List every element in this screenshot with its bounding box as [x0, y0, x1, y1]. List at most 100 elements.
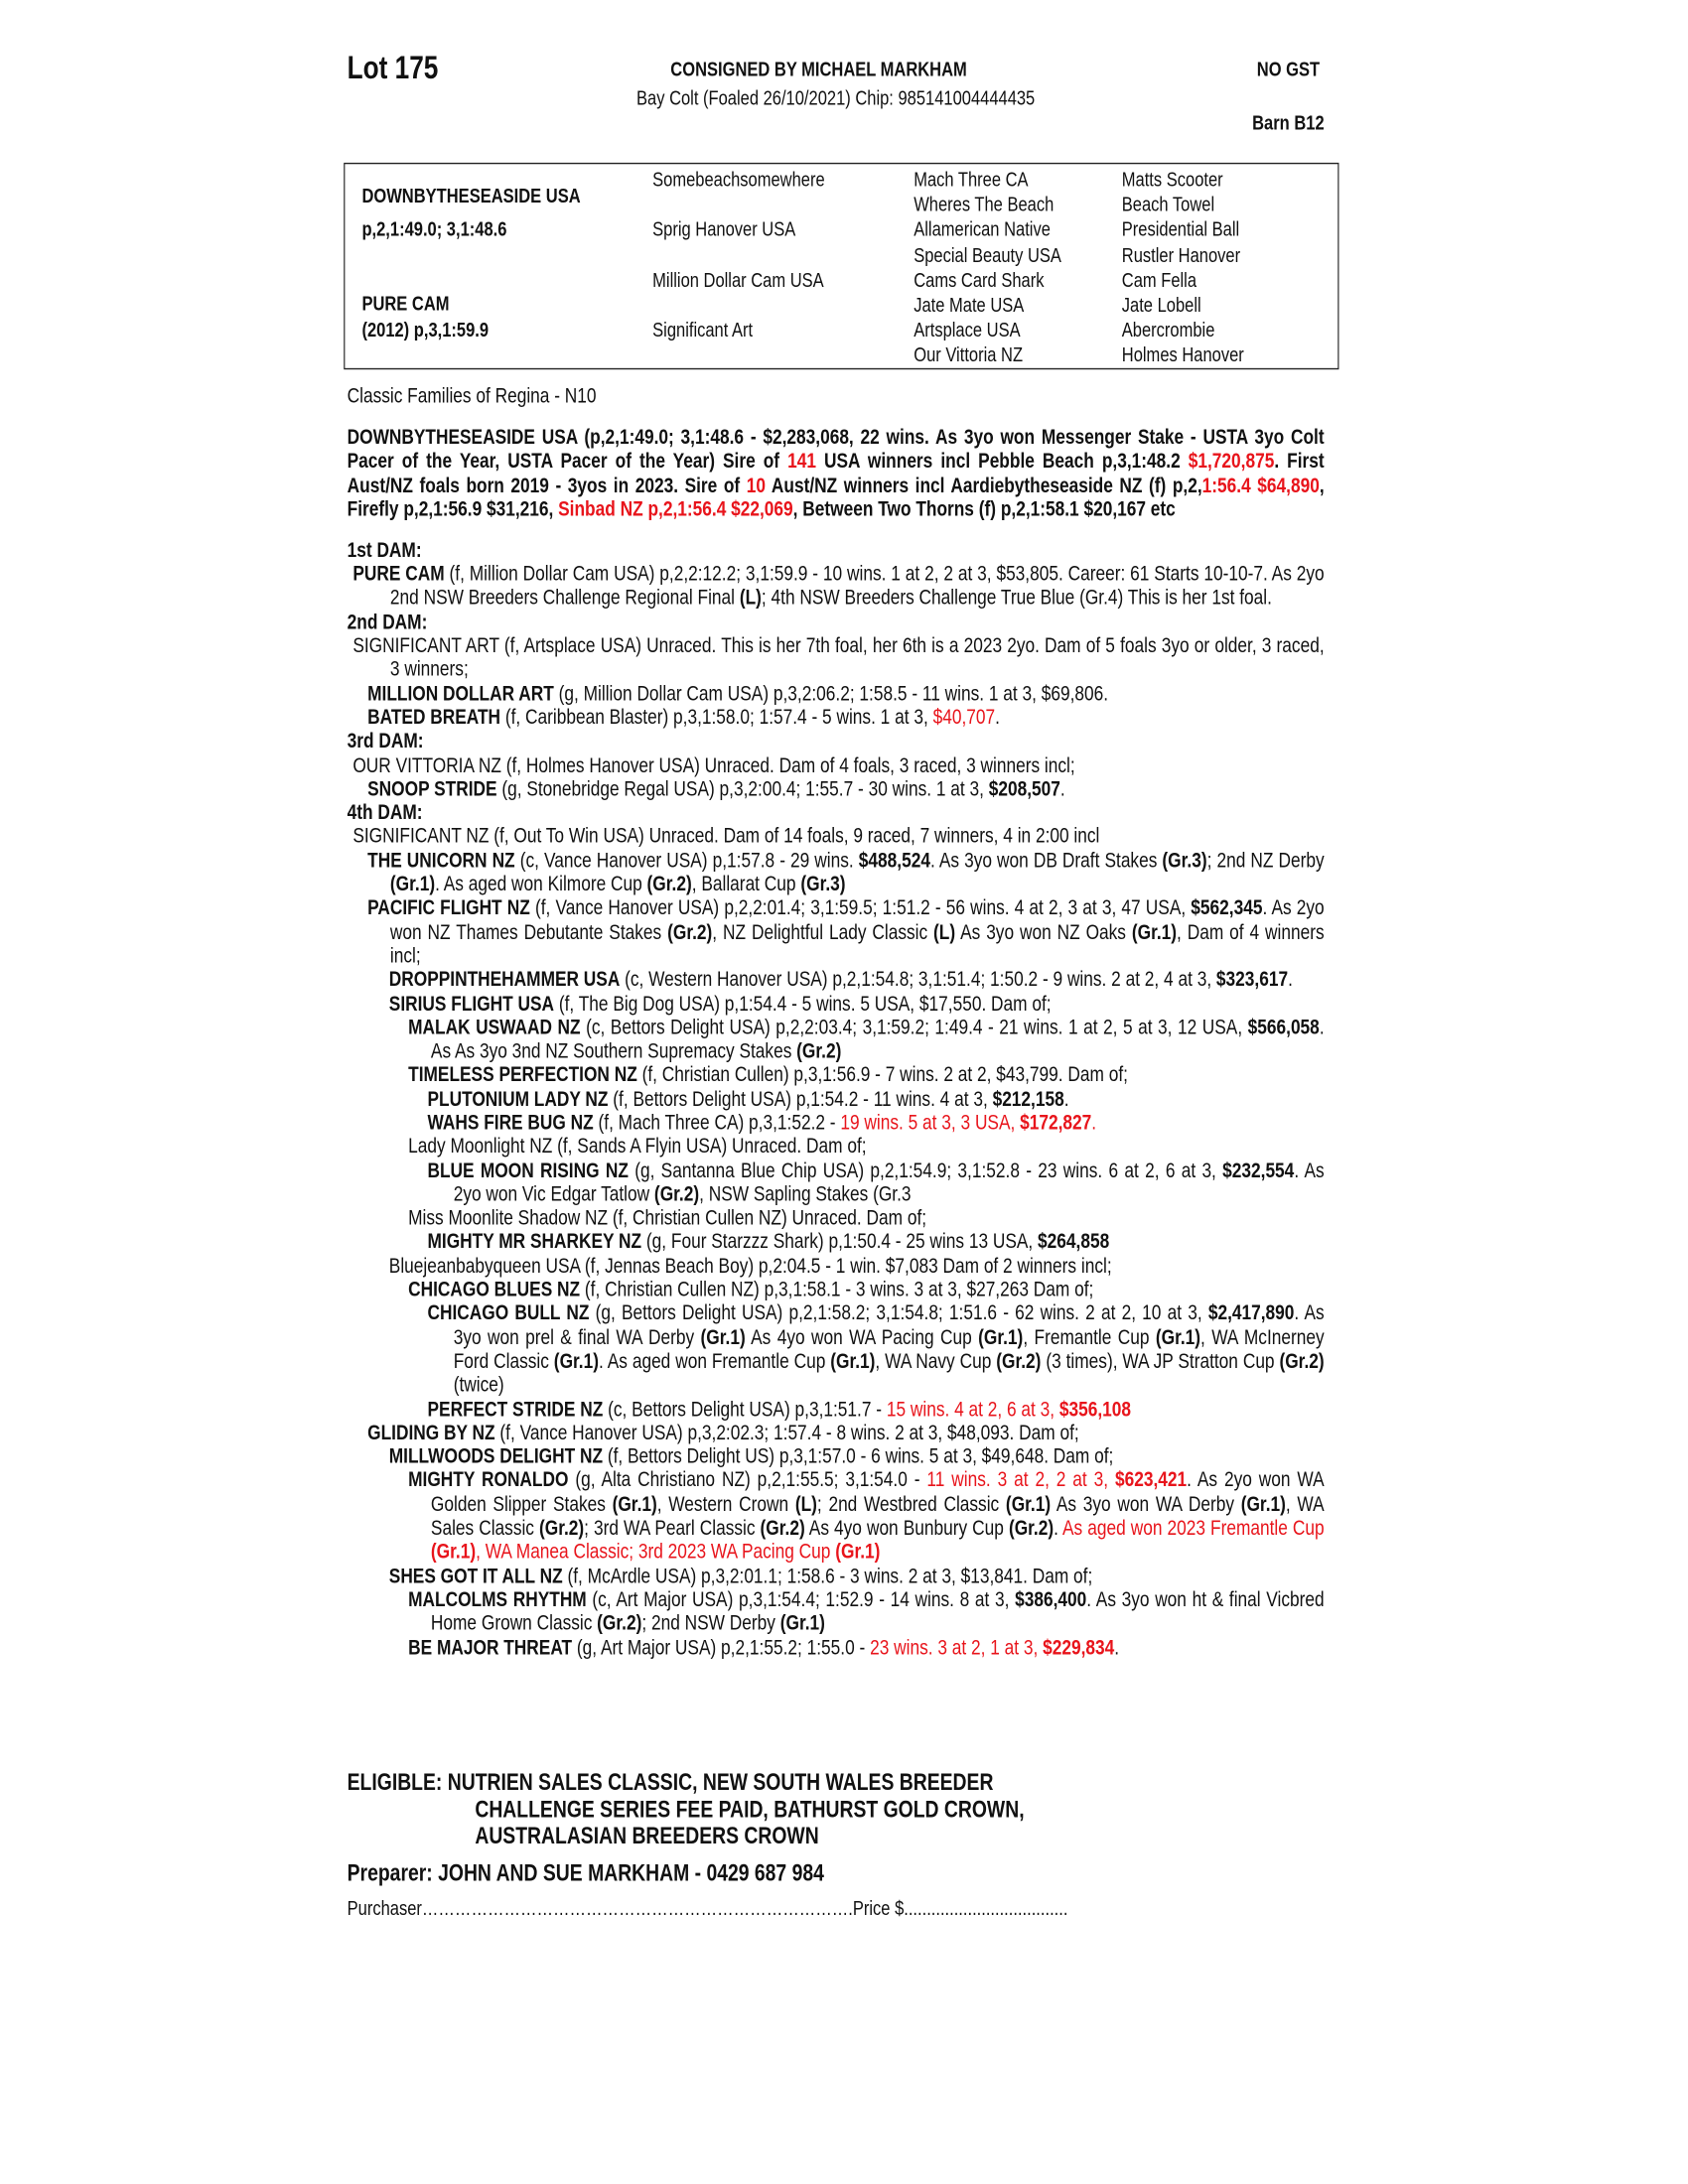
text-run: . As 3yo won prel & final WA Derby: [453, 1301, 1325, 1350]
pedigree-great-grandparent: Mach Three CA: [914, 169, 1029, 193]
highlight-text: 11 wins. 3 at 2, 2 at 3,: [926, 1468, 1115, 1493]
pedigree-entry: PACIFIC FLIGHT NZ (f, Vance Hanover USA)…: [348, 896, 1325, 968]
text-run: As 4yo won Bunbury Cup: [804, 1516, 1009, 1541]
text-run: Miss Moonlite Shadow NZ (f, Christian Cu…: [408, 1206, 927, 1231]
highlight-text: $40,707: [932, 706, 996, 730]
pedigree-entry: MILLION DOLLAR ART (g, Million Dollar Ca…: [348, 682, 1325, 706]
eligibility-line: AUSTRALASIAN BREEDERS CROWN: [475, 1823, 819, 1849]
text-run: , Between Two Thorns (f) p,2,1:58.1 $20,…: [792, 497, 1176, 521]
highlight-text: $172,827: [1020, 1111, 1092, 1136]
text-run: 1st DAM:: [347, 538, 422, 563]
text-run: (c, Bettors Delight USA) p,3,1:51.7 -: [603, 1397, 887, 1422]
highlight-text: 15 wins. 4 at 2, 6 at 3,: [886, 1397, 1059, 1422]
pedigree-entry: Lady Moonlight NZ (f, Sands A Flyin USA)…: [348, 1135, 1325, 1159]
text-run: (Gr.2): [796, 1039, 842, 1063]
text-run: SHES GOT IT ALL NZ: [388, 1564, 563, 1588]
text-run: PERFECT STRIDE NZ: [427, 1397, 604, 1422]
text-run: (c, Western Hanover USA) p,2,1:54.8; 3,1…: [620, 968, 1216, 992]
eligibility: ELIGIBLE: NUTRIEN SALES CLASSIC, NEW SOU…: [348, 1769, 1325, 1849]
pedigree-table: DOWNBYTHESEASIDE USA p,2,1:49.0; 3,1:48.…: [344, 162, 1339, 370]
text-run: , WA Navy Cup: [875, 1349, 997, 1374]
text-run: (f, Bettors Delight US) p,3,1:57.0 - 6 w…: [603, 1444, 1114, 1469]
text-run: MIGHTY MR SHARKEY NZ: [427, 1230, 642, 1255]
pedigree-great-great-grandparent: Cam Fella: [1121, 269, 1197, 293]
text-run: (g, Alta Christiano NZ) p,2,1:55.5; 3,1:…: [568, 1468, 927, 1493]
highlight-text: 19 wins. 5 at 3, 3 USA,: [840, 1111, 1021, 1136]
highlight-text: 10: [746, 474, 766, 497]
text-run: PACIFIC FLIGHT NZ: [367, 896, 530, 920]
text-run: MILLION DOLLAR ART: [367, 682, 554, 706]
text-run: (Gr.2): [996, 1349, 1042, 1374]
pedigree-sire: DOWNBYTHESEASIDE USA: [361, 186, 581, 208]
text-run: , Western Crown: [656, 1492, 795, 1517]
catalogue-body: Classic Families of Regina - N10 DOWNBYT…: [348, 385, 1325, 1660]
text-run: (Gr.2): [1008, 1516, 1055, 1541]
text-run: (Gr.1): [389, 873, 436, 896]
text-run: (f, Million Dollar Cam USA) p,2,2:12.2; …: [389, 562, 1325, 611]
pedigree-entry: CHICAGO BULL NZ (g, Bettors Delight USA)…: [348, 1302, 1325, 1398]
text-run: , WA McInerney Ford Classic: [453, 1325, 1325, 1374]
text-run: Aust/NZ winners incl Aardiebytheseaside …: [765, 474, 1202, 497]
highlight-text: 141: [787, 450, 816, 474]
family-line: Classic Families of Regina - N10: [347, 384, 597, 409]
pedigree-entry: PURE CAM (f, Million Dollar Cam USA) p,2…: [348, 563, 1325, 611]
pedigree-entry: OUR VITTORIA NZ (f, Holmes Hanover USA) …: [348, 753, 1325, 777]
pedigree-great-grandparent: Allamerican Native: [914, 219, 1051, 242]
text-run: , Dam of 4 winners incl;: [389, 920, 1325, 968]
gst-status: NO GST: [1256, 59, 1321, 81]
pedigree-grandparent: Million Dollar Cam USA: [652, 269, 824, 293]
text-run: (f, Mach Three CA) p,3,1:52.2 -: [593, 1111, 841, 1136]
text-run: Bluejeanbabyqueen USA (f, Jennas Beach B…: [388, 1254, 1112, 1279]
text-run: PURE CAM: [352, 562, 445, 587]
text-run: (c, Vance Hanover USA) p,1:57.8 - 29 win…: [514, 849, 859, 873]
highlight-text: (Gr.1): [430, 1540, 477, 1565]
text-run: $562,345: [1191, 896, 1263, 920]
pedigree-great-grandparent: Special Beauty USA: [914, 244, 1061, 267]
pedigree-great-grandparent: Cams Card Shark: [914, 269, 1045, 293]
horse-description: Bay Colt (Foaled 26/10/2021) Chip: 98514…: [636, 87, 1036, 111]
text-run: , NSW Sapling Stakes (Gr.3: [699, 1182, 912, 1207]
dam-lines: 1st DAM: PURE CAM (f, Million Dollar Cam …: [348, 539, 1325, 1660]
text-run: (Gr.2): [760, 1516, 805, 1541]
purchaser-price-line: Purchaser…………………………………………………………………….Pric…: [347, 1898, 1068, 1921]
text-run: ; 2nd NZ Derby: [1206, 849, 1325, 873]
text-run: PLUTONIUM LADY NZ: [427, 1087, 609, 1112]
text-run: (Gr.1): [1131, 920, 1178, 944]
highlight-text: $356,108: [1058, 1397, 1132, 1422]
dam-heading: 2nd DAM:: [348, 611, 1325, 634]
text-run: (g, Art Major USA) p,2,1:55.2; 1:55.0 -: [572, 1635, 871, 1660]
text-run: , Firefly p,2,1:56.9 $31,216,: [347, 474, 1325, 521]
text-run: (Gr.1): [553, 1349, 599, 1374]
text-run: (f, Christian Cullen) p,3,1:56.9 - 7 win…: [636, 1063, 1128, 1087]
text-run: (f, Christian Cullen NZ) p,3,1:58.1 - 3 …: [580, 1278, 1094, 1302]
highlight-text: 1:56.4 $64,890: [1201, 474, 1320, 497]
text-run: (Gr.2): [667, 920, 713, 944]
pedigree-great-great-grandparent: Holmes Hanover: [1121, 344, 1244, 367]
text-run: ; 2nd NSW Derby: [641, 1611, 780, 1636]
text-run: (f, Bettors Delight USA) p,1:54.2 - 11 w…: [608, 1087, 993, 1112]
text-run: (Gr.3): [1162, 849, 1207, 873]
highlight-text: $623,421: [1114, 1468, 1188, 1493]
text-run: CHICAGO BLUES NZ: [408, 1278, 581, 1302]
text-run: (Gr.1): [700, 1325, 746, 1350]
text-run: (f, The Big Dog USA) p,1:54.4 - 5 wins. …: [554, 992, 1052, 1016]
text-run: $566,058: [1247, 1016, 1320, 1039]
highlight-text: 23 wins. 3 at 2, 1 at 3,: [870, 1635, 1044, 1660]
text-run: . First Aust/NZ foals born 2019 - 3yos i…: [347, 450, 1325, 497]
pedigree-great-great-grandparent: Rustler Hanover: [1121, 244, 1241, 267]
text-run: $386,400: [1015, 1587, 1087, 1612]
text-run: $208,507: [988, 777, 1060, 801]
text-run: (Gr.2): [597, 1611, 642, 1636]
text-run: (Gr.1): [978, 1325, 1024, 1350]
highlight-text: Sinbad NZ p,2,1:56.4 $22,069: [558, 497, 793, 521]
text-run: As 3yo won NZ Oaks: [955, 920, 1132, 944]
pedigree-entry: MALCOLMS RHYTHM (c, Art Major USA) p,3,1…: [348, 1588, 1325, 1636]
pedigree-great-great-grandparent: Beach Towel: [1121, 195, 1215, 217]
dam-heading: 1st DAM:: [348, 539, 1325, 563]
text-run: 4th DAM:: [347, 801, 423, 825]
text-run: . As As 3yo 3nd NZ Southern Supremacy St…: [430, 1016, 1325, 1063]
pedigree-great-grandparent: Jate Mate USA: [914, 295, 1025, 318]
text-run: DROPPINTHEHAMMER USA: [388, 968, 621, 992]
text-run: WAHS FIRE BUG NZ: [427, 1111, 594, 1136]
pedigree-entry: MILLWOODS DELIGHT NZ (f, Bettors Delight…: [348, 1445, 1325, 1469]
